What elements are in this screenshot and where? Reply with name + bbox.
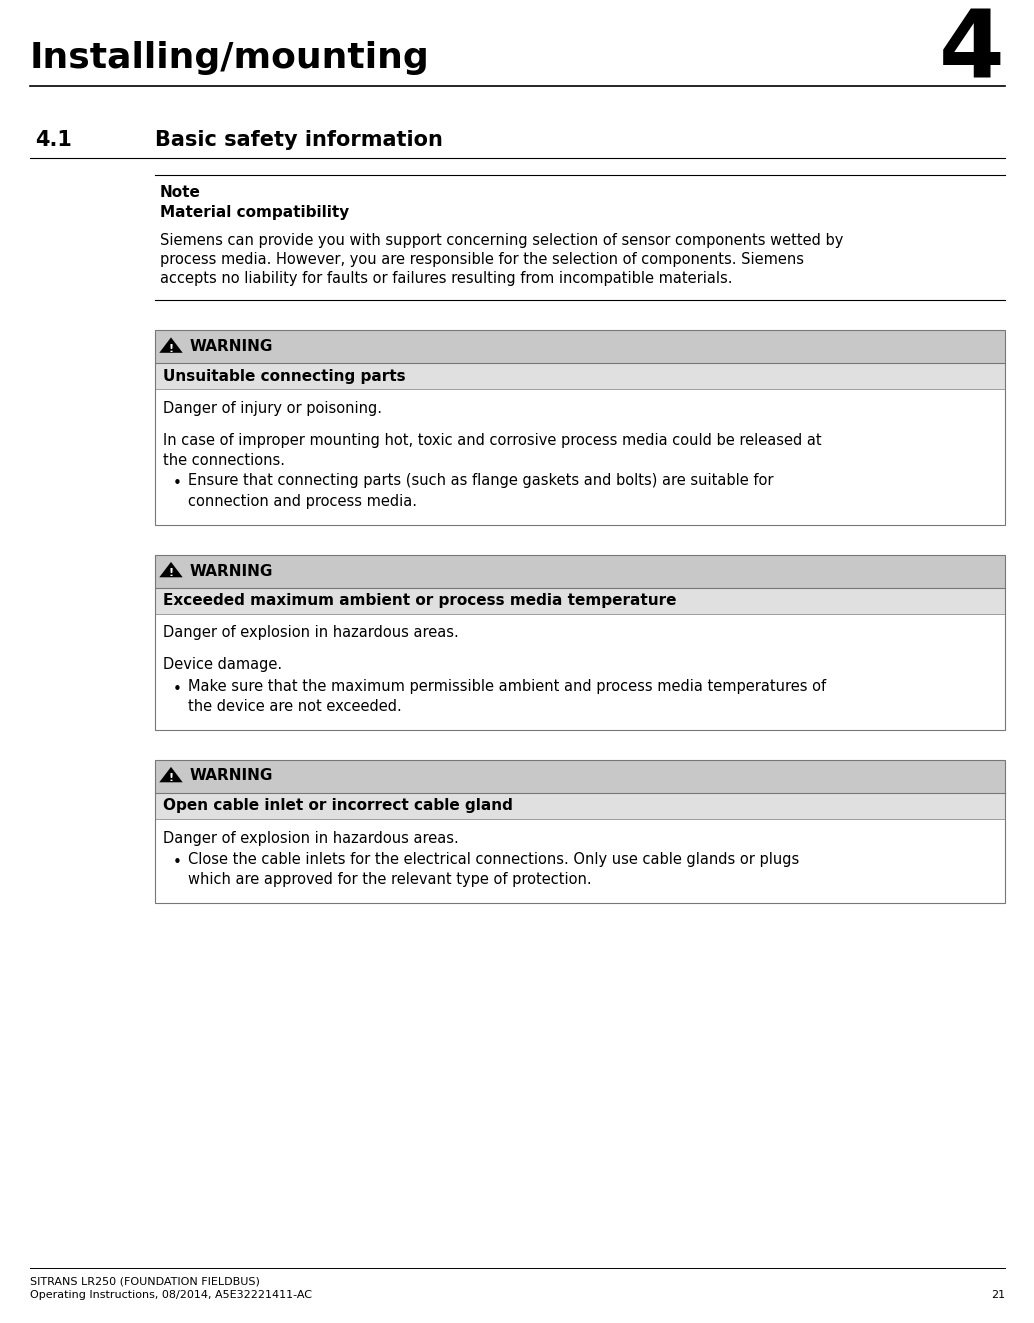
Polygon shape — [159, 562, 183, 577]
Text: Close the cable inlets for the electrical connections. Only use cable glands or : Close the cable inlets for the electrica… — [188, 852, 799, 888]
Polygon shape — [159, 337, 183, 353]
Polygon shape — [159, 767, 183, 782]
Text: Note: Note — [160, 185, 201, 200]
Text: Ensure that connecting parts (such as flange gaskets and bolts) are suitable for: Ensure that connecting parts (such as fl… — [188, 474, 773, 509]
Text: Make sure that the maximum permissible ambient and process media temperatures of: Make sure that the maximum permissible a… — [188, 679, 826, 714]
Text: WARNING: WARNING — [190, 769, 273, 783]
Text: Device damage.: Device damage. — [163, 658, 282, 672]
Text: !: ! — [169, 568, 174, 578]
Text: Unsuitable connecting parts: Unsuitable connecting parts — [163, 369, 405, 384]
Bar — [155, 759, 1005, 792]
Text: 4: 4 — [939, 7, 1005, 98]
Bar — [155, 587, 1005, 614]
Text: WARNING: WARNING — [190, 564, 273, 578]
Text: •: • — [173, 476, 182, 492]
Text: •: • — [173, 855, 182, 871]
Text: Open cable inlet or incorrect cable gland: Open cable inlet or incorrect cable glan… — [163, 798, 513, 814]
Text: 21: 21 — [991, 1290, 1005, 1301]
Text: !: ! — [169, 344, 174, 353]
Text: Danger of injury or poisoning.: Danger of injury or poisoning. — [163, 401, 382, 415]
Bar — [155, 554, 1005, 729]
Bar — [155, 792, 1005, 819]
Text: •: • — [173, 681, 182, 696]
Text: Exceeded maximum ambient or process media temperature: Exceeded maximum ambient or process medi… — [163, 593, 676, 609]
Text: !: ! — [169, 773, 174, 783]
Bar — [155, 759, 1005, 904]
Text: In case of improper mounting hot, toxic and corrosive process media could be rel: In case of improper mounting hot, toxic … — [163, 433, 822, 468]
Text: Danger of explosion in hazardous areas.: Danger of explosion in hazardous areas. — [163, 831, 459, 845]
Text: Danger of explosion in hazardous areas.: Danger of explosion in hazardous areas. — [163, 626, 459, 640]
Bar — [155, 363, 1005, 389]
Bar — [155, 329, 1005, 524]
Text: accepts no liability for faults or failures resulting from incompatible material: accepts no liability for faults or failu… — [160, 271, 732, 286]
Text: Operating Instructions, 08/2014, A5E32221411-AC: Operating Instructions, 08/2014, A5E3222… — [30, 1290, 312, 1301]
Text: Installing/mounting: Installing/mounting — [30, 41, 430, 75]
Text: WARNING: WARNING — [190, 339, 273, 355]
Text: Siemens can provide you with support concerning selection of sensor components w: Siemens can provide you with support con… — [160, 233, 844, 247]
Bar — [155, 554, 1005, 587]
Text: process media. However, you are responsible for the selection of components. Sie: process media. However, you are responsi… — [160, 251, 804, 267]
Text: Material compatibility: Material compatibility — [160, 205, 349, 220]
Text: SITRANS LR250 (FOUNDATION FIELDBUS): SITRANS LR250 (FOUNDATION FIELDBUS) — [30, 1275, 260, 1286]
Text: 4.1: 4.1 — [35, 130, 72, 149]
Bar — [155, 329, 1005, 363]
Text: Basic safety information: Basic safety information — [155, 130, 443, 149]
